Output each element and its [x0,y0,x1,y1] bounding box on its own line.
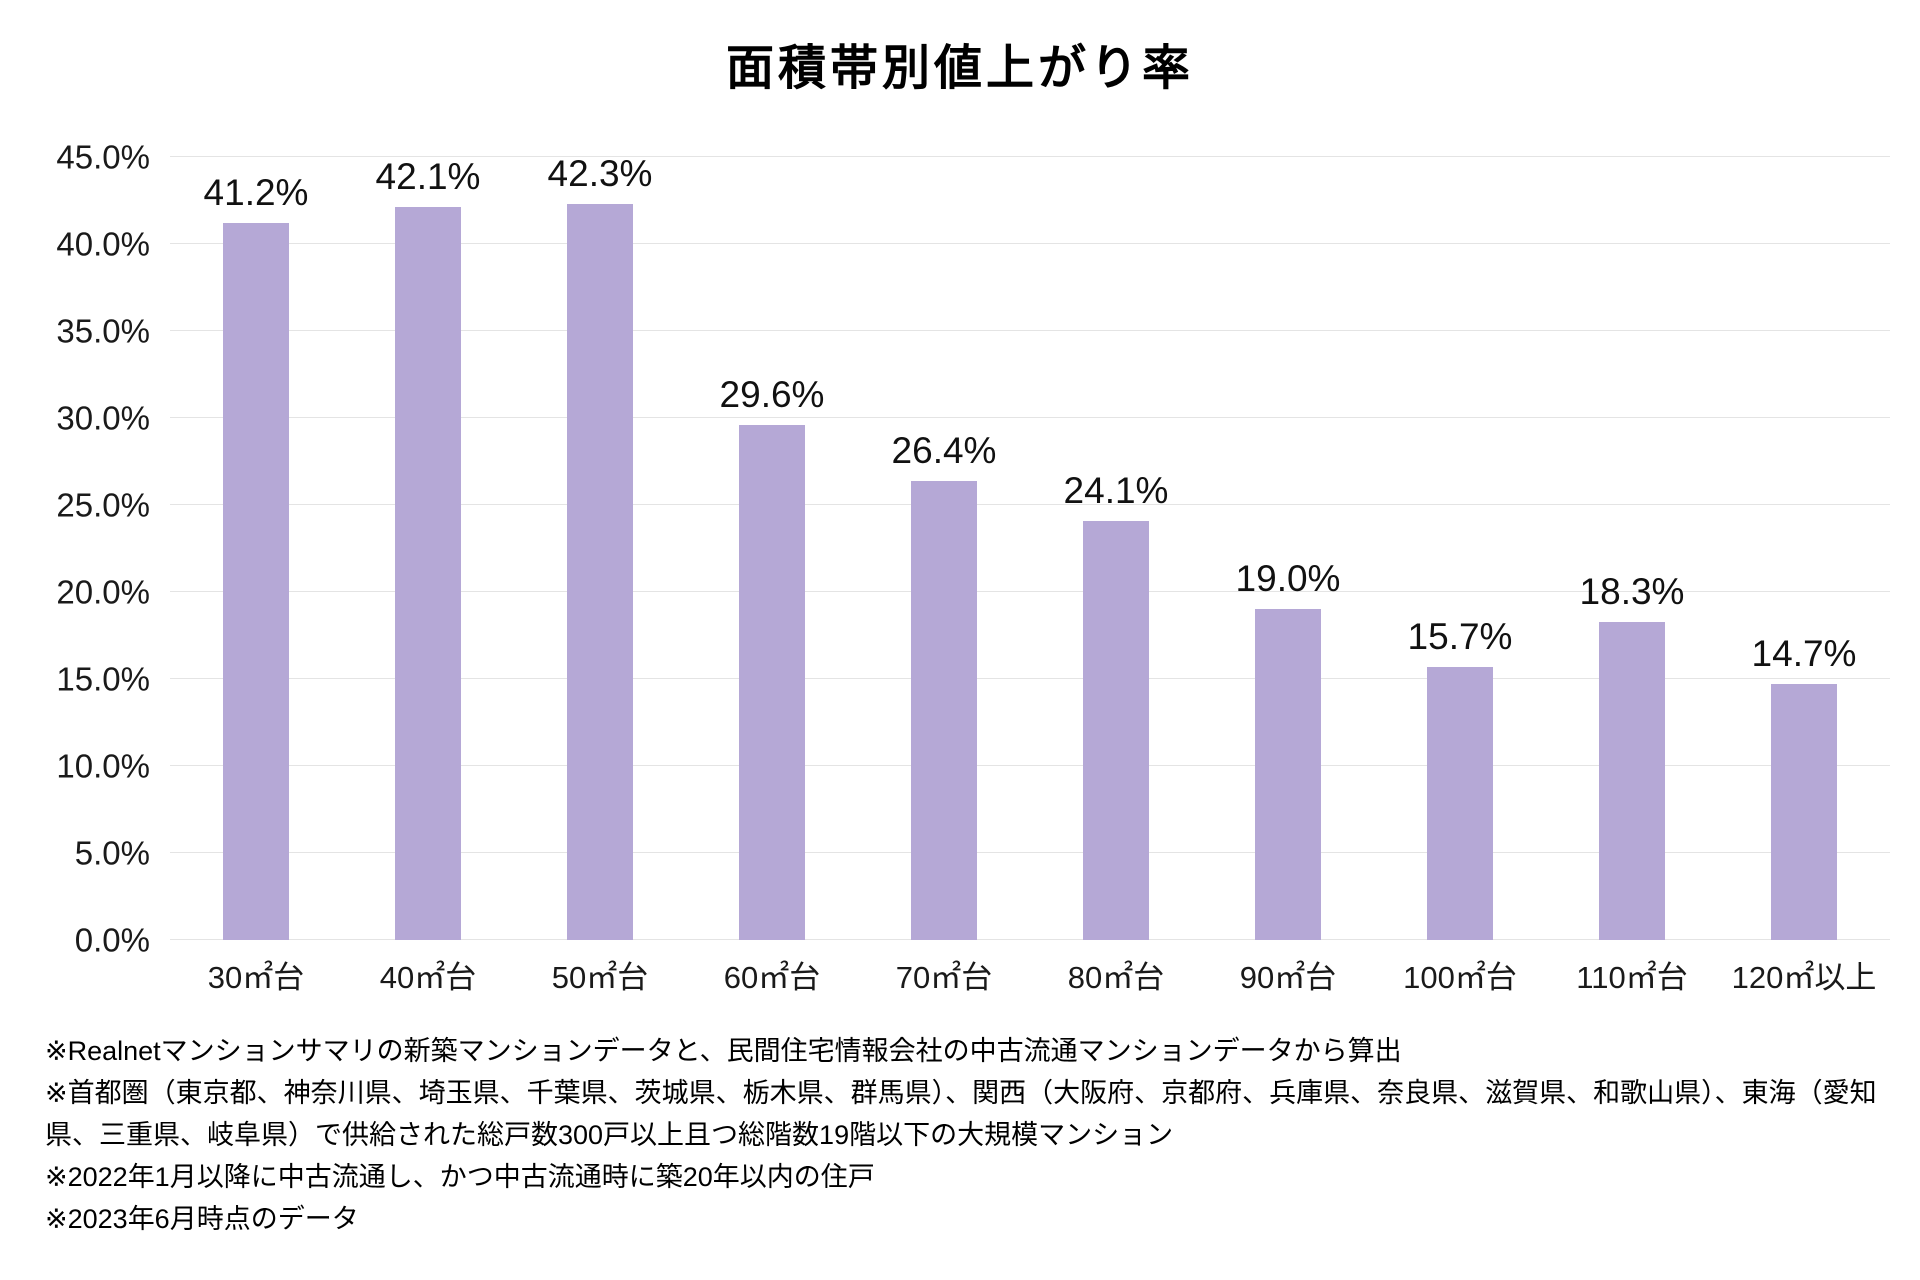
bar [739,424,805,940]
bar-slot: 42.1% 40㎡台 [342,156,514,993]
y-axis-tick-label: 45.0% [56,138,150,176]
bar-chart-plot-area: 0.0% 5.0% 10.0% 15.0% 20.0% 25.0% 30.0% 35.0% 40… [56,141,1890,993]
bar-value-label: 42.3% [547,152,653,194]
bar [223,223,289,940]
gridline [170,939,1890,940]
bar [567,203,633,940]
bar-slot: 42.3% 50㎡台 [514,152,686,993]
x-axis-label: 100㎡台 [1403,960,1517,995]
bar-value-label: 19.0% [1235,558,1341,600]
chart-title: 面積帯別値上がり率 [725,42,1194,95]
x-axis-label: 50㎡台 [551,960,649,995]
footnote-line: ※首都圏（東京都、神奈川県、埼玉県、千葉県、茨城県、栃木県、群馬県）、関西（大阪… [45,1078,1877,1150]
x-axis-label: 70㎡台 [895,960,993,995]
bar-slot: 29.6% 60㎡台 [686,157,858,993]
bar-value-label: 14.7% [1751,633,1857,675]
bar [1771,684,1837,940]
x-axis-label: 80㎡台 [1067,960,1165,995]
bar-slot: 15.7% 100㎡台 [1374,157,1546,993]
gridline [170,765,1890,766]
footnote-line: ※2022年1月以降に中古流通し、かつ中古流通時に築20年以内の住戸 [45,1162,875,1192]
gridline [170,852,1890,853]
bar-slot: 41.2% 30㎡台 [170,157,342,993]
bar [911,480,977,940]
bar [395,207,461,940]
y-axis-tick-label: 40.0% [56,225,150,263]
y-axis-tick-label: 15.0% [56,660,150,698]
bar [1083,520,1149,940]
bar-value-label: 26.4% [891,429,997,471]
bar-slot: 24.1% 80㎡台 [1030,157,1202,993]
bar [1255,609,1321,940]
bar-value-label: 24.1% [1063,469,1169,511]
bar-slot: 19.0% 90㎡台 [1202,157,1374,993]
gridline [170,330,1890,331]
y-axis-tick-label: 30.0% [56,399,150,437]
bar [1427,666,1493,940]
bar-value-label: 18.3% [1579,570,1685,612]
y-axis-tick-label: 20.0% [56,573,150,611]
bar-value-label: 42.1% [375,156,481,198]
x-axis-label: 120㎡以上 [1731,960,1877,995]
bar-slot: 18.3% 110㎡台 [1546,157,1718,993]
y-axis-tick-label: 0.0% [74,921,150,959]
x-axis-label: 60㎡台 [723,960,821,995]
y-axis-tick-label: 35.0% [56,312,150,350]
y-axis-tick-label: 10.0% [56,747,150,785]
footnotes: ※Realnetマンションサマリの新築マンションデータと、民間住宅情報会社の中古… [45,1030,1895,1240]
x-axis-label: 30㎡台 [207,960,305,995]
x-axis-label: 40㎡台 [379,960,477,995]
gridline [170,678,1890,680]
x-axis-label: 110㎡台 [1576,960,1688,995]
y-axis-tick-label: 5.0% [74,834,150,872]
bar-value-label: 15.7% [1407,615,1513,657]
bar-slot: 26.4% 70㎡台 [858,157,1030,993]
bar-slot: 14.7% 120㎡以上 [1718,157,1890,993]
gridline [170,504,1890,505]
footnote-line: ※2023年6月時点のデータ [45,1204,359,1234]
gridline [170,591,1890,592]
bar [1599,621,1665,940]
y-axis-tick-label: 25.0% [56,486,150,524]
bar-value-label: 29.6% [719,373,825,415]
footnote-line: ※Realnetマンションサマリの新築マンションデータと、民間住宅情報会社の中古… [45,1036,1402,1066]
gridline [170,243,1890,244]
gridline [170,417,1890,419]
gridline [170,156,1890,157]
bar-value-label: 41.2% [203,172,309,214]
x-axis-label: 90㎡台 [1239,960,1337,995]
